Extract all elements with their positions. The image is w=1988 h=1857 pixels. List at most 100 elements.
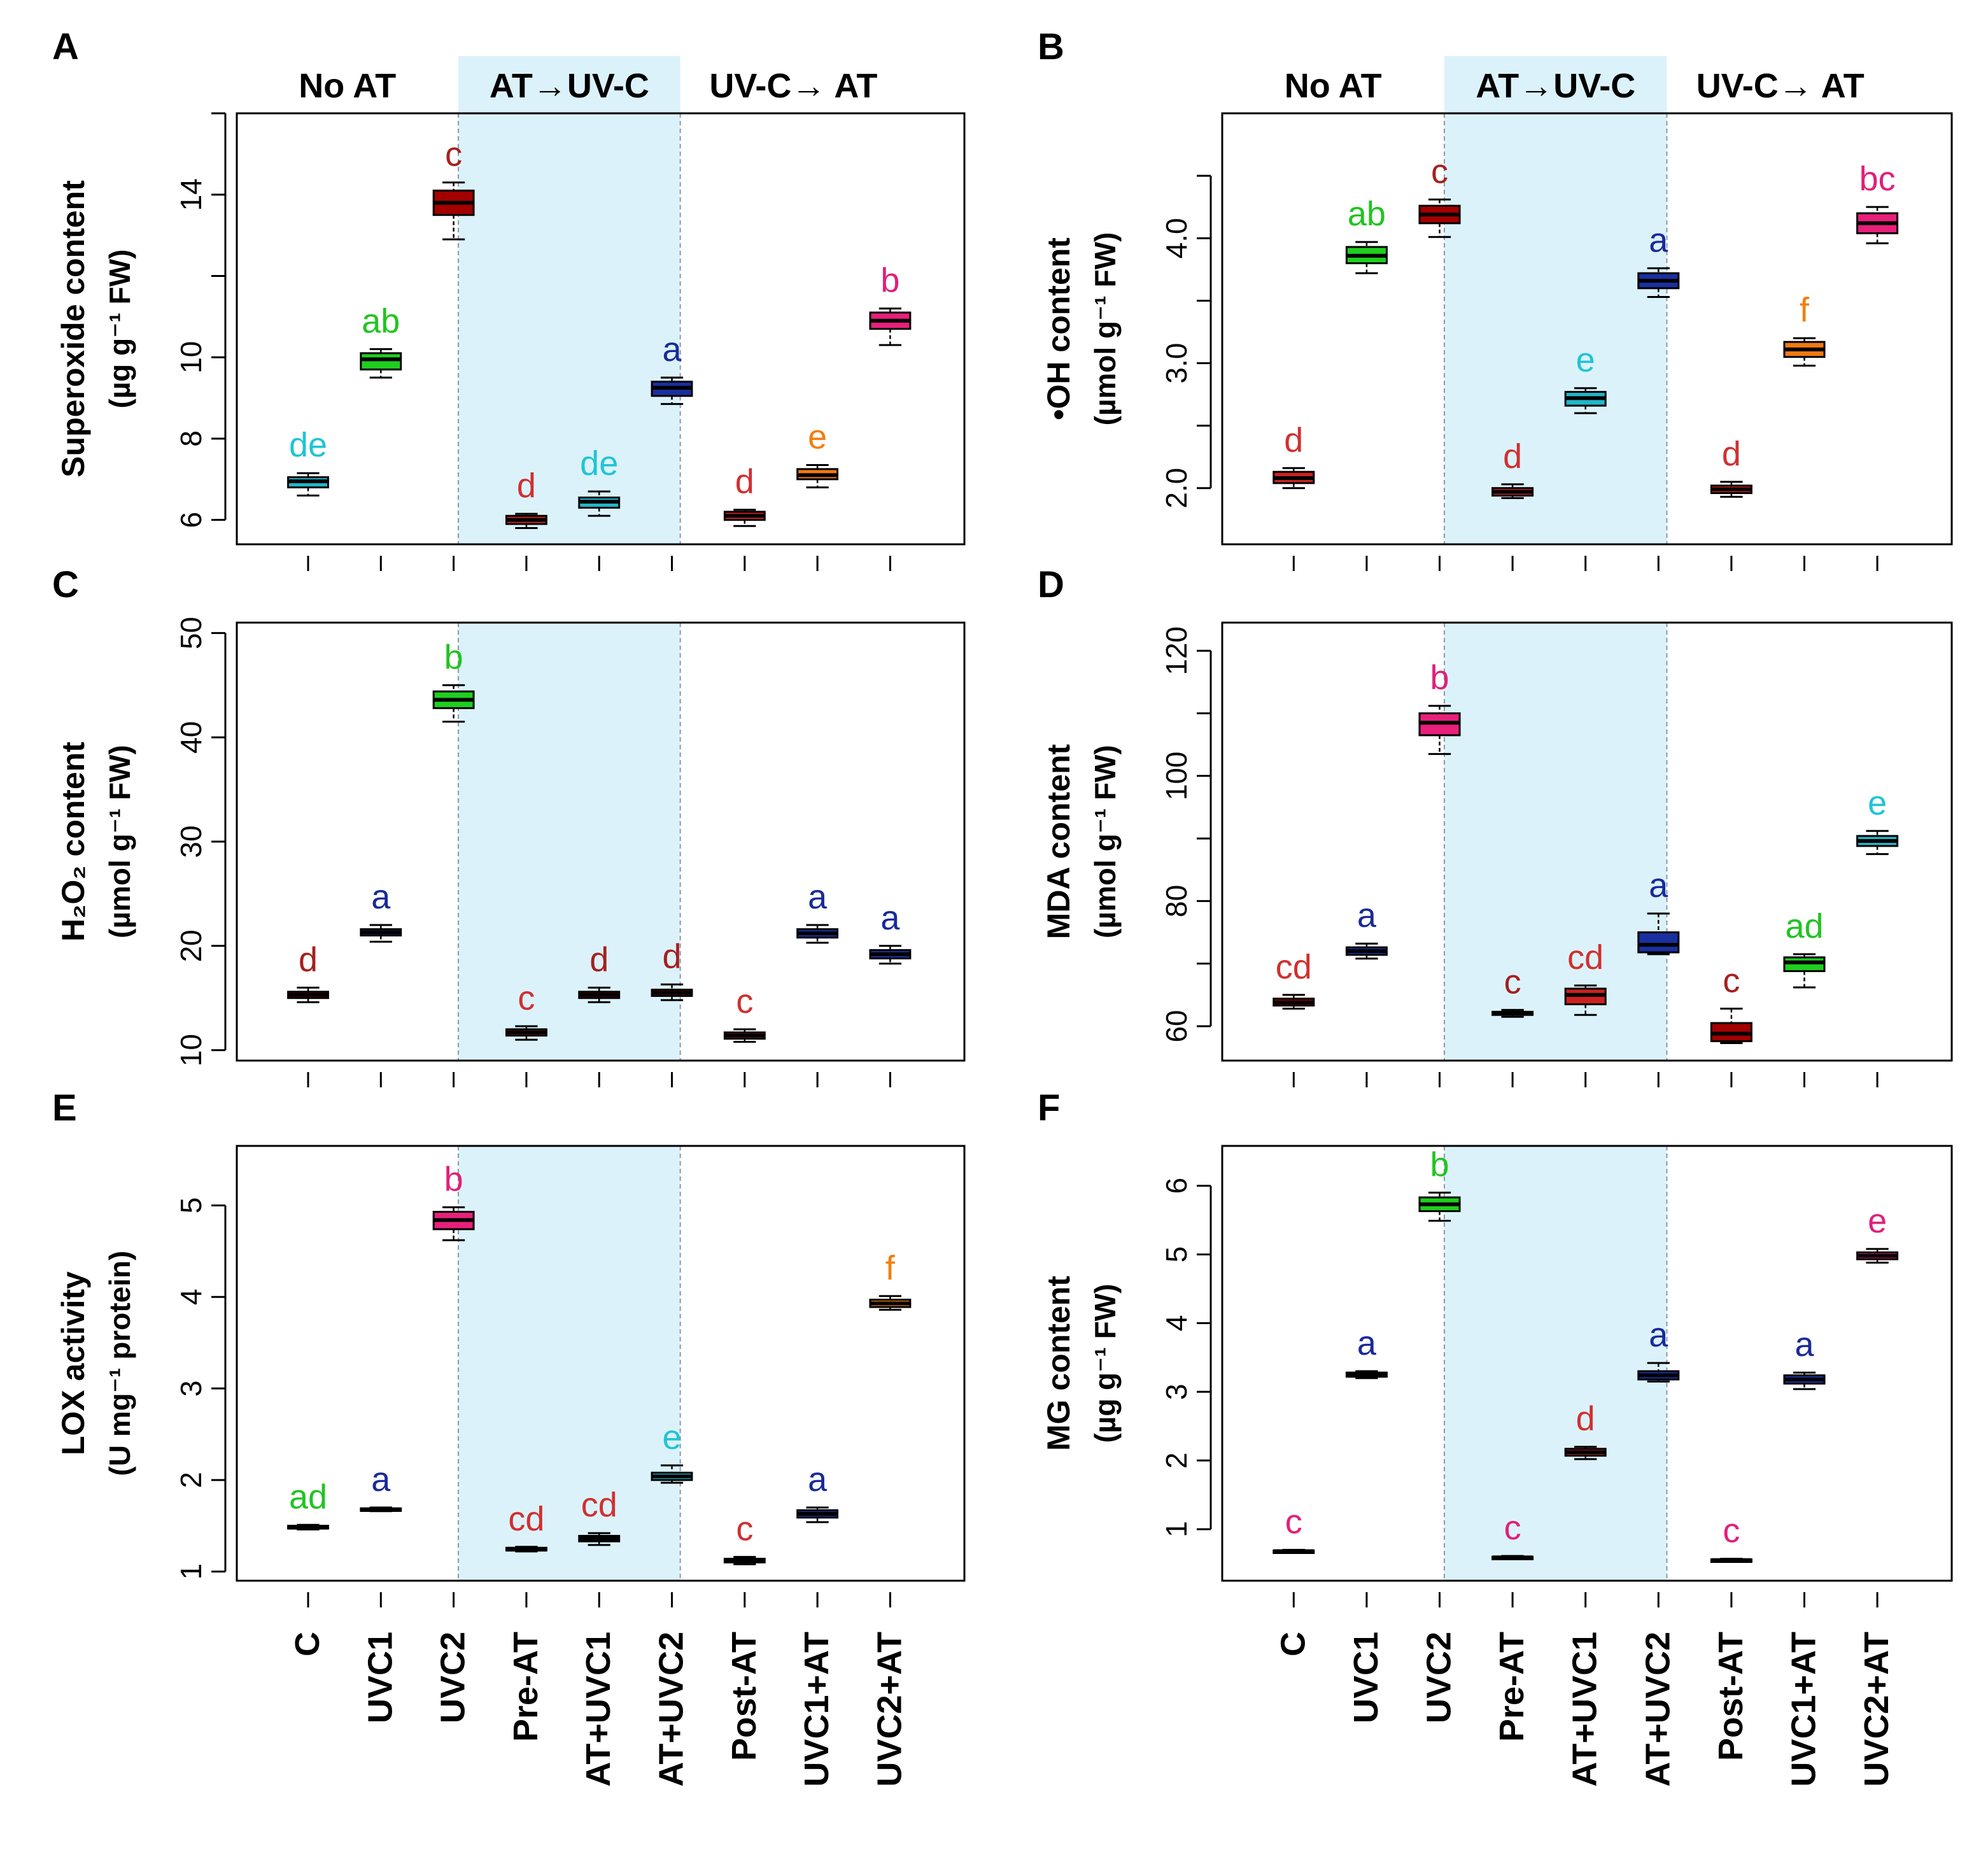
significance-letter: d	[662, 937, 681, 975]
panel-letter: F	[1038, 1087, 1060, 1129]
significance-letter: b	[1430, 659, 1449, 697]
box-uvc2-at: bc	[1856, 160, 1899, 244]
box-c: d	[287, 940, 329, 1003]
group-shade	[458, 113, 680, 544]
group-header: No AT	[299, 67, 396, 105]
significance-letter: f	[1800, 291, 1810, 329]
box-uvc1: a	[1345, 896, 1388, 960]
x-tick-label: C	[1274, 1632, 1312, 1656]
significance-letter: a	[662, 330, 682, 369]
significance-letter: f	[885, 1249, 896, 1287]
box-at-uvc2: a	[651, 330, 693, 406]
box-at-uvc1: e	[1564, 341, 1607, 414]
significance-letter: b	[444, 638, 463, 676]
plot-frame	[236, 1145, 966, 1582]
panel-c: 10 20 30 40 50 H₂O₂ content (µmol g⁻¹ FW) Cd a b c…	[52, 564, 966, 1087]
group-shade	[1444, 1146, 1667, 1581]
significance-letter: a	[1649, 1316, 1668, 1354]
x-tick-label: AT+UVC2	[652, 1632, 691, 1787]
box-post-at: c	[1710, 1511, 1752, 1564]
box-uvc1-at: a	[796, 1460, 839, 1523]
significance-letter: e	[662, 1418, 681, 1457]
box-uvc1: a	[360, 1460, 402, 1513]
y-axis-label: H₂O₂ content	[55, 742, 91, 942]
box-at-uvc2: e	[651, 1418, 693, 1484]
box-uvc2-at: f	[869, 1249, 912, 1311]
y-tick-label: 50	[174, 617, 208, 649]
y-tick-label: 10	[174, 341, 208, 374]
y-tick-label: 100	[1160, 751, 1193, 800]
box-at-uvc1: d	[1564, 1400, 1607, 1460]
y-tick-label: 5	[174, 1197, 208, 1214]
significance-letter: c	[1504, 963, 1521, 1001]
y-tick-label: 2	[174, 1472, 208, 1488]
significance-letter: c	[1723, 961, 1740, 999]
y-tick-label: 60	[1160, 1010, 1193, 1042]
panel-e: 1 2 3 4 5 LOX activity (U mg⁻¹ protein) Ead a b cd…	[52, 1087, 966, 1787]
box-c: c	[1272, 1502, 1315, 1555]
y-tick-label: 30	[174, 825, 208, 858]
box-at-uvc2: a	[1637, 1316, 1680, 1383]
box-post-at: c	[723, 1510, 766, 1565]
y-tick-label: 2	[1160, 1452, 1193, 1469]
significance-letter: d	[517, 467, 536, 505]
box-uvc1: ab	[360, 302, 402, 379]
significance-letter: ad	[1785, 907, 1823, 945]
box-c: d	[1272, 421, 1315, 490]
plot-frame	[1221, 621, 1953, 1062]
significance-letter: bc	[1859, 160, 1896, 198]
group-header: No AT	[1285, 67, 1382, 105]
box-uvc2-at: e	[1856, 1202, 1899, 1264]
significance-letter: c	[1285, 1502, 1302, 1541]
y-tick-label: 6	[1160, 1178, 1193, 1194]
significance-letter: d	[1503, 437, 1522, 476]
box-pre-at: c	[1491, 1509, 1534, 1560]
x-tick-label: UVC2+AT	[870, 1632, 908, 1787]
significance-letter: d	[1576, 1400, 1595, 1438]
panel-letter: E	[52, 1087, 77, 1129]
box-pre-at: d	[1491, 437, 1534, 499]
x-tick-label: UVC2	[1420, 1632, 1458, 1723]
significance-letter: a	[371, 878, 391, 916]
box-uvc2: c	[1418, 152, 1461, 238]
box-c: ad	[287, 1478, 329, 1530]
box-at-uvc1: cd	[578, 1486, 621, 1546]
box-uvc1-at: e	[796, 418, 839, 489]
box-post-at: d	[1710, 435, 1752, 498]
y-tick-label: 3	[1160, 1383, 1193, 1400]
group-header: AT→UV-C	[490, 67, 649, 105]
significance-letter: a	[371, 1460, 391, 1499]
panel-letter: D	[1038, 564, 1064, 605]
box-uvc2: b	[432, 1160, 475, 1241]
y-axis-label-units: (U mg⁻¹ protein)	[103, 1251, 136, 1476]
significance-letter: b	[880, 262, 899, 300]
x-tick-label: UVC2	[434, 1632, 472, 1723]
significance-letter: d	[589, 940, 609, 978]
y-axis-label-units: (µmol g⁻¹ FW)	[103, 745, 136, 938]
box-post-at: d	[723, 463, 766, 527]
panel-letter: B	[1038, 26, 1064, 67]
box-body	[360, 352, 402, 371]
box-post-at: c	[723, 982, 766, 1043]
significance-letter: c	[736, 982, 753, 1020]
x-tick-label: UVC1	[1347, 1632, 1385, 1723]
box-c: cd	[1272, 948, 1315, 1010]
box-pre-at: cd	[505, 1500, 547, 1553]
x-tick-label: Post-AT	[1712, 1632, 1750, 1761]
box-uvc1: ab	[1345, 195, 1388, 274]
group-shade	[458, 623, 680, 1061]
y-tick-label: 10	[174, 1034, 208, 1066]
significance-letter: c	[1504, 1509, 1521, 1547]
group-shade	[1444, 623, 1667, 1061]
box-at-uvc1: de	[578, 444, 621, 517]
box-at-uvc1: cd	[1564, 938, 1607, 1016]
significance-letter: b	[1430, 1145, 1449, 1183]
y-tick-label: 1	[1160, 1521, 1193, 1537]
group-shade	[458, 1146, 680, 1581]
box-uvc1: a	[360, 878, 402, 943]
panel-a: 6 8 10 14 Superoxide content (µg g⁻¹ FW) A No A…	[52, 26, 966, 571]
box-uvc2: b	[1418, 659, 1461, 755]
y-tick-label: 8	[174, 430, 208, 447]
y-tick-label: 2.0	[1160, 468, 1193, 509]
